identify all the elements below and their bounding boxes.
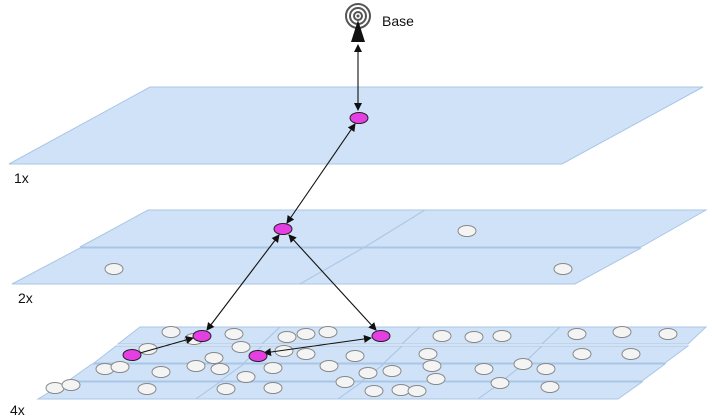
idle-node [236, 371, 256, 383]
idle-node [335, 376, 355, 388]
idle-node [426, 373, 446, 385]
layer-1x: 1x [8, 86, 704, 186]
idle-nodes [45, 225, 678, 397]
idle-node [137, 383, 157, 395]
idle-node [464, 331, 484, 343]
idle-node [418, 348, 438, 360]
edge-1x-2x [286, 123, 356, 224]
idle-node [296, 348, 316, 360]
idle-node [492, 330, 512, 342]
idle-node [345, 350, 365, 362]
edge-4x-left [139, 336, 194, 354]
idle-node [210, 363, 230, 375]
idle-node [457, 225, 477, 237]
active-node-4x-a [192, 330, 212, 342]
idle-node [110, 361, 130, 373]
idle-node [364, 385, 384, 397]
idle-node [318, 326, 338, 338]
edge-2x-4x-left [206, 234, 280, 331]
idle-node [263, 362, 283, 374]
edge-4x-right [263, 335, 372, 356]
antenna-icon [345, 3, 371, 42]
idle-node [553, 263, 573, 275]
layer-label-4x: 4x [10, 402, 25, 418]
idle-node [61, 379, 81, 391]
idle-node [358, 367, 378, 379]
idle-node [204, 352, 224, 364]
edge-2x-4x-right [288, 234, 377, 331]
base-station: Base [345, 3, 414, 42]
base-label: Base [382, 13, 414, 29]
idle-node [490, 377, 510, 389]
plane-1x [8, 86, 704, 165]
layer-label-1x: 1x [14, 170, 29, 186]
idle-node [540, 381, 560, 393]
connections [139, 44, 377, 356]
idle-node [474, 363, 494, 375]
idle-node [104, 263, 124, 275]
active-node-4x-d [248, 350, 268, 362]
layer-label-2x: 2x [18, 290, 33, 306]
idle-node [186, 360, 206, 372]
idle-node [277, 331, 297, 343]
active-node-2x [273, 223, 293, 235]
active-nodes [122, 112, 391, 362]
idle-node [382, 365, 402, 377]
idle-node [658, 328, 678, 340]
idle-node [231, 341, 251, 353]
idle-node [432, 330, 452, 342]
idle-node [422, 360, 442, 372]
layer-4x: 4x [10, 326, 708, 418]
idle-node [224, 328, 244, 340]
idle-node [513, 358, 533, 370]
idle-node [572, 348, 592, 360]
idle-node [263, 382, 283, 394]
idle-node [45, 382, 65, 394]
idle-node [161, 326, 181, 338]
idle-node [391, 384, 411, 396]
idle-node [216, 383, 236, 395]
idle-node [151, 366, 171, 378]
idle-node [536, 363, 556, 375]
layer-2x: 2x [11, 209, 708, 306]
idle-node [407, 385, 427, 397]
idle-node [319, 360, 339, 372]
idle-node [296, 328, 316, 340]
idle-node [621, 348, 641, 360]
active-node-4x-c [122, 349, 142, 361]
active-node-1x [349, 112, 369, 124]
idle-node [612, 326, 632, 338]
idle-node [567, 328, 587, 340]
active-node-4x-b [371, 330, 391, 342]
